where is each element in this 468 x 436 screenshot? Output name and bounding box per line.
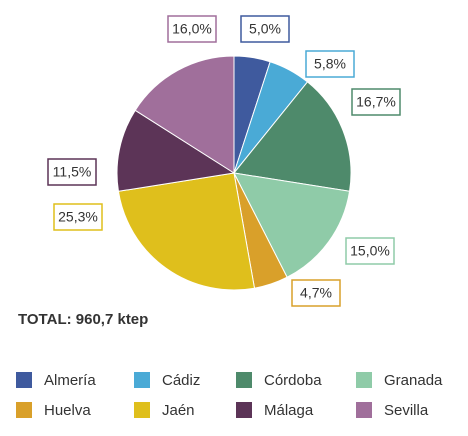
legend-label: Sevilla	[384, 402, 429, 419]
label-box	[291, 279, 341, 307]
data-label: 5,0%	[249, 21, 281, 37]
data-label: 4,7%	[300, 285, 332, 301]
total-annotation: TOTAL: 960,7 ktep	[18, 311, 148, 328]
data-label: 16,0%	[172, 21, 212, 37]
label-box	[167, 15, 217, 43]
legend-label: Jaén	[162, 402, 195, 419]
label-box	[345, 237, 395, 265]
pie-slice	[134, 55, 235, 174]
legend-label: Málaga	[264, 402, 314, 419]
legend-swatch	[134, 402, 150, 418]
legend-swatch	[236, 372, 252, 388]
data-label: 5,8%	[314, 56, 346, 72]
pie-slice	[233, 172, 351, 278]
legend-swatch	[356, 402, 372, 418]
data-label: 16,7%	[356, 94, 396, 110]
data-label: 15,0%	[350, 243, 390, 259]
pie-slice	[116, 109, 236, 192]
legend-label: Córdoba	[264, 372, 322, 389]
legend-swatch	[16, 372, 32, 388]
legend-swatch	[134, 372, 150, 388]
legend-swatch	[16, 402, 32, 418]
label-box	[305, 50, 355, 78]
data-label: 11,5%	[53, 164, 92, 180]
pie-slice	[233, 81, 352, 192]
label-box	[47, 158, 97, 186]
legend-swatch	[236, 402, 252, 418]
label-box	[351, 88, 401, 116]
legend-label: Almería	[44, 372, 96, 389]
label-box	[240, 15, 290, 43]
legend-label: Cádiz	[162, 372, 200, 389]
legend-swatch	[356, 372, 372, 388]
legend-label: Huelva	[44, 402, 91, 419]
data-label: 25,3%	[58, 209, 98, 225]
pie-slice	[117, 172, 256, 291]
legend-label: Granada	[384, 372, 443, 389]
label-box	[53, 203, 103, 231]
